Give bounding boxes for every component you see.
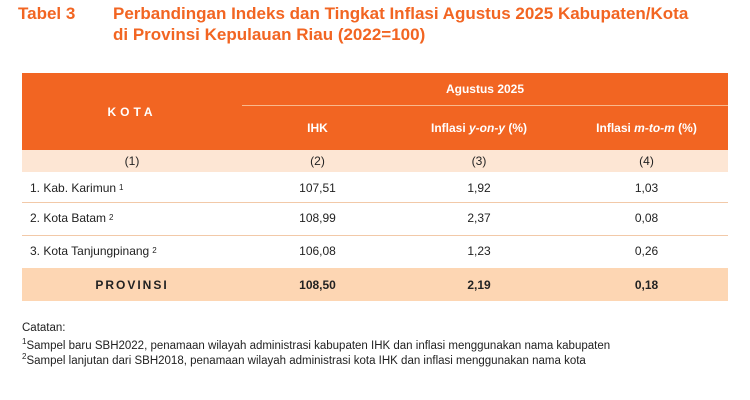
row-name: 2. Kota Batam 2 [30,202,242,233]
column-number: (3) [471,154,487,168]
table-label: Tabel 3 [18,4,76,23]
row-sup: 2 [152,246,157,255]
header-part: y-on-y [469,121,505,135]
header-part: Inflasi [430,121,469,135]
header-part: m-to-m [634,121,675,135]
cell-value: 0,26 [634,243,659,258]
title-line: Perbandingan Indeks dan Tingkat Inflasi … [113,4,689,23]
note: 1Sampel baru SBH2022, penamaan wilayah a… [22,337,610,352]
header-divider [242,105,728,106]
column-header: IHK [242,106,393,150]
period-header: Agustus 2025 [445,82,525,96]
column-number: (2) [310,154,325,168]
column-number: (1) [124,154,140,168]
cell-value: 0,08 [634,210,659,225]
notes-heading: Catatan: [22,322,66,334]
column-header: Inflasi m-to-m (%) [565,106,728,150]
header-part: (%) [674,121,697,135]
number-row-bg [22,150,728,172]
note: 2Sampel lanjutan dari SBH2018, penamaan … [22,352,586,367]
row-name-text: 2. Kota Batam [30,210,107,225]
total-value: 108,50 [299,277,336,292]
row-name-text: 1. Kab. Karimun [30,180,117,195]
row-line [22,202,728,203]
total-value: 0,18 [634,277,659,292]
note-text: Sampel lanjutan dari SBH2018, penamaan w… [26,354,586,367]
column-header: Inflasi y-on-y (%) [393,106,565,150]
cell-value: 1,92 [467,180,491,195]
row-sup: 1 [119,183,124,192]
cell-value: 1,03 [634,180,659,195]
header-part: IHK [307,121,328,135]
total-name: PROVINSI [95,277,169,292]
cell-value: 1,23 [467,243,491,258]
cell-value: 108,99 [299,210,336,225]
title-line: di Provinsi Kepulauan Riau (2022=100) [113,25,426,44]
note-text: Sampel baru SBH2022, penamaan wilayah ad… [26,339,611,352]
row-sup: 2 [109,213,114,222]
total-row-bg [22,268,728,301]
row-line [22,235,728,236]
row-name-text: 3. Kota Tanjungpinang [30,243,150,258]
kota-header: KOTA [107,104,157,119]
row-name: 3. Kota Tanjungpinang 2 [30,235,242,266]
row-name: 1. Kab. Karimun 1 [30,172,242,203]
cell-value: 107,51 [299,180,336,195]
total-value: 2,19 [467,277,491,292]
note-sup: 2 [22,352,27,361]
column-number: (4) [639,154,654,168]
cell-value: 2,37 [467,210,491,225]
table-header-bg [22,73,728,150]
header-part: (%) [505,121,527,135]
note-sup: 1 [22,337,27,346]
header-part: Inflasi [596,121,635,135]
cell-value: 106,08 [299,243,336,258]
